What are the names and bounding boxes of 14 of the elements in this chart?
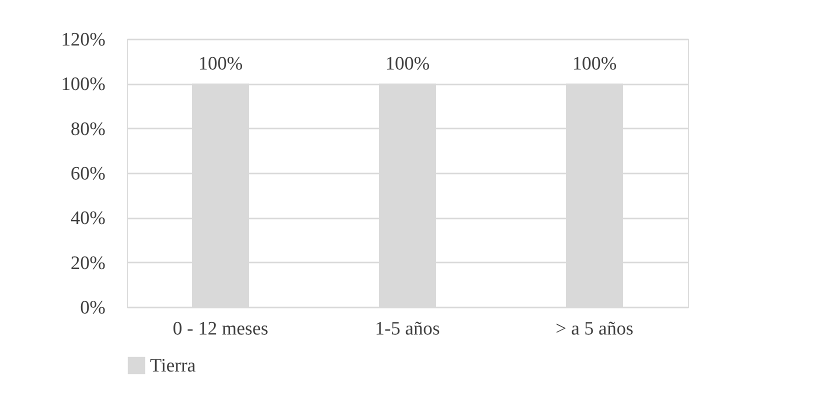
y-tick-label: 80% <box>70 118 106 140</box>
y-tick-label: 20% <box>70 252 106 274</box>
x-tick-label: 1-5 años <box>375 318 440 340</box>
x-tick-label: > a 5 años <box>556 318 634 340</box>
y-tick-label: 0% <box>80 298 106 318</box>
y-tick-label: 40% <box>70 208 106 230</box>
data-label: 100% <box>385 54 430 75</box>
y-tick-label: 60% <box>70 164 106 184</box>
legend-label: Tierra <box>150 356 196 376</box>
x-tick-label: 0 - 12 meses <box>172 318 268 340</box>
y-tick-label: 100% <box>61 74 106 96</box>
data-label: 100% <box>198 54 243 75</box>
y-tick-label: 120% <box>61 30 106 50</box>
data-label: 100% <box>572 54 617 75</box>
